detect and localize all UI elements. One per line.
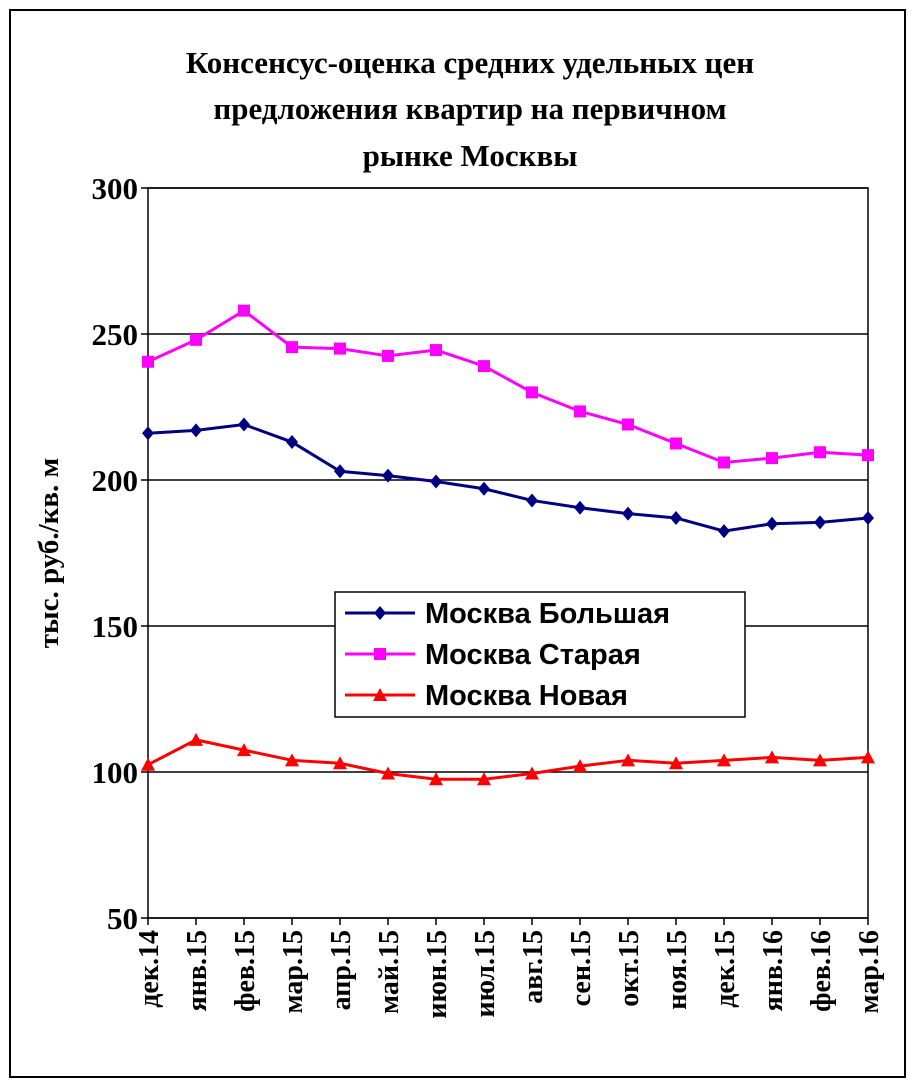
chart-title: рынке Москвы [363,138,578,173]
marker [573,759,587,773]
marker [189,732,203,746]
x-tick-label: апр.15 [326,930,357,1010]
marker [814,515,826,530]
marker [574,500,586,515]
chart-title: Консенсус-оценка средних удельных цен [186,45,754,80]
x-tick-label: дек.14 [134,930,165,1008]
legend-label: Москва Новая [425,680,628,712]
marker [142,426,154,441]
marker [862,449,874,462]
marker [861,750,875,764]
y-tick-label: 150 [92,609,139,644]
marker [718,456,730,469]
marker [478,360,490,373]
marker [766,452,778,465]
x-tick-label: май.15 [374,930,405,1014]
x-tick-label: дек.15 [710,930,741,1008]
marker [526,386,538,399]
marker [478,481,490,496]
marker [717,753,731,767]
x-tick-label: фев.15 [230,930,261,1012]
y-tick-label: 250 [92,317,139,352]
x-tick-label: янв.16 [758,930,789,1011]
x-tick-label: окт.15 [614,930,645,1007]
marker [286,341,298,354]
marker [574,405,586,418]
marker [621,753,635,767]
marker [766,516,778,531]
series-line [147,422,869,533]
marker [526,493,538,508]
marker [238,417,250,432]
y-tick-label: 100 [92,755,139,790]
marker [374,648,386,660]
marker [286,435,298,450]
x-tick-label: янв.15 [182,930,213,1011]
marker [333,756,347,770]
marker [525,766,539,780]
marker [477,772,491,786]
x-tick-label: ноя.15 [662,930,693,1010]
marker [430,344,442,357]
marker [622,506,634,521]
series-line [147,308,869,465]
marker [429,772,443,786]
marker [813,753,827,767]
y-tick-label: 300 [92,171,139,206]
x-tick-label: сен.15 [566,930,597,1006]
x-tick-label: июл.15 [470,930,501,1018]
marker [334,464,346,479]
x-tick-label: июн.15 [422,930,453,1019]
marker [190,423,202,438]
x-tick-label: авг.15 [518,930,549,1004]
marker [142,355,154,368]
marker [374,606,386,620]
marker [373,688,387,701]
marker [238,304,250,317]
marker [765,750,779,764]
marker [190,333,202,346]
x-tick-label: фев.16 [806,930,837,1012]
legend-label: Москва Старая [425,639,641,671]
marker [381,766,395,780]
marker [718,524,730,539]
y-tick-label: 200 [92,463,139,498]
x-tick-label: мар.16 [854,930,885,1013]
y-tick-label: 50 [107,901,138,936]
marker [669,756,683,770]
x-tick-label: мар.15 [278,930,309,1013]
marker [141,757,155,771]
marker [670,437,682,450]
marker [237,743,251,757]
legend-label: Москва Большая [425,598,670,630]
marker [814,446,826,459]
marker [622,418,634,431]
series-line [147,738,869,781]
y-axis-label: тыс. руб./кв. м [33,458,65,649]
marker [285,753,299,767]
marker [430,474,442,489]
marker [670,510,682,525]
marker [382,349,394,362]
marker [382,468,394,483]
chart-title: предложения квартир на первичном [213,91,726,126]
marker [334,342,346,355]
marker [862,510,874,525]
